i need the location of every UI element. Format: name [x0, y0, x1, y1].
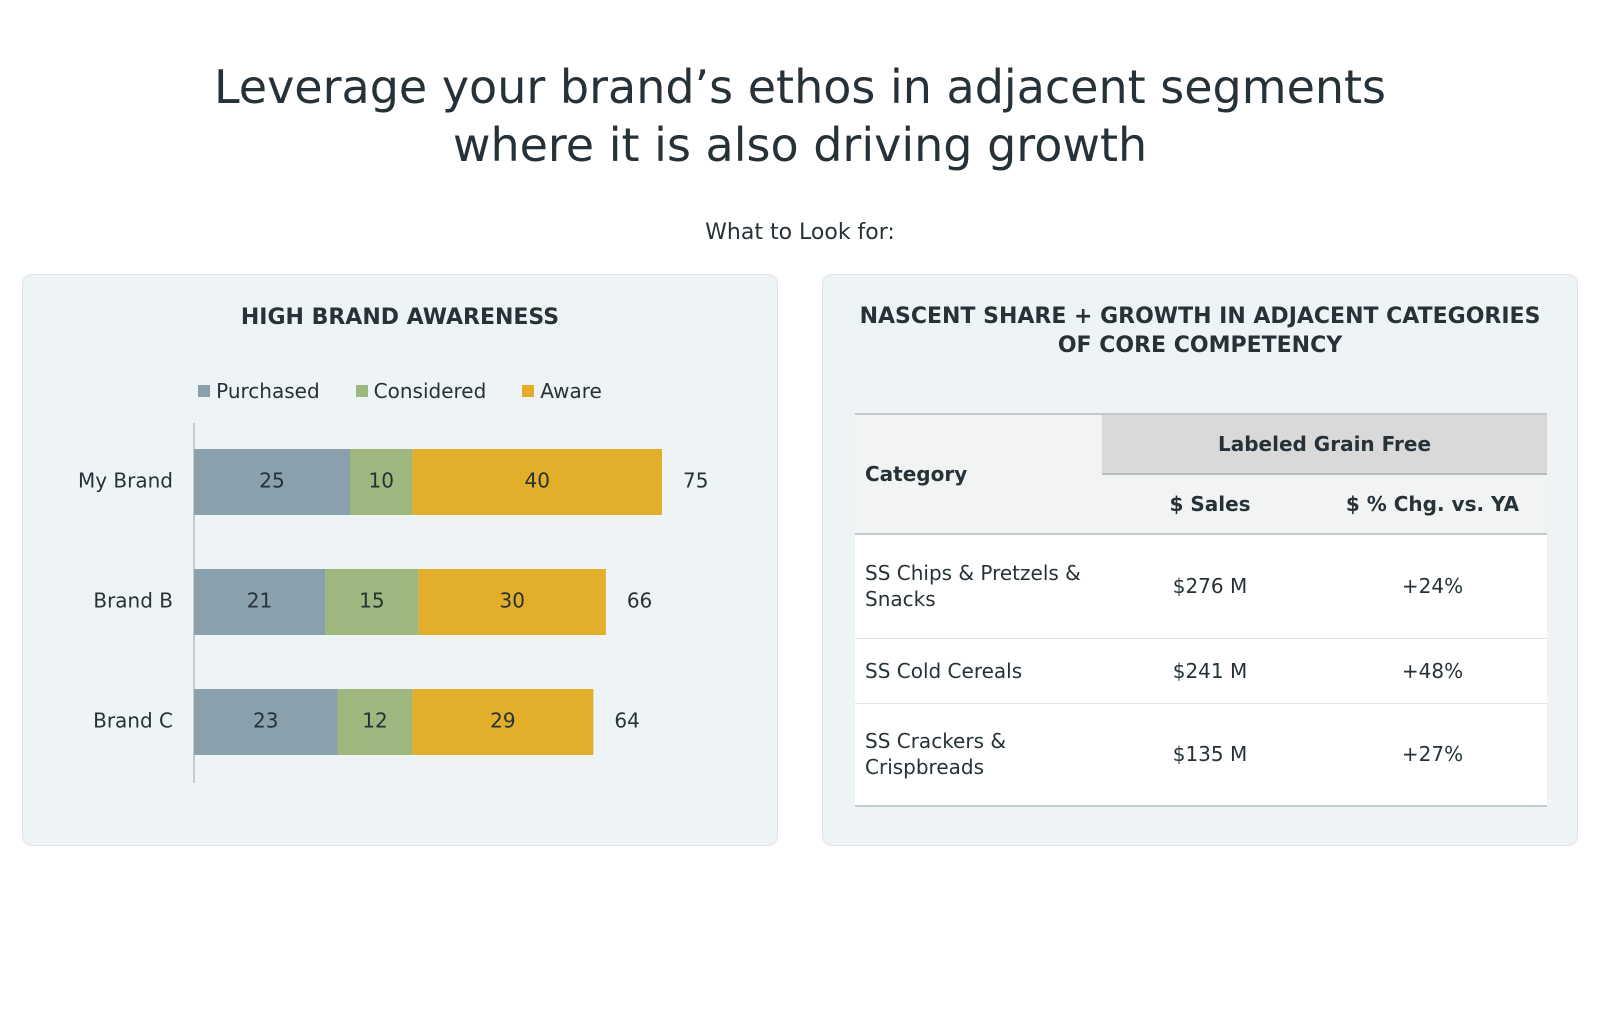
- subhead: What to Look for:: [705, 220, 895, 245]
- sales-cell: $276 M: [1102, 534, 1318, 639]
- change-cell: +48%: [1318, 638, 1547, 704]
- category-label: Brand B: [93, 589, 173, 613]
- category-cell: SS Crackers & Crispbreads: [855, 703, 1102, 807]
- sales-header: $ Sales: [1102, 474, 1318, 535]
- legend-label: Considered: [373, 379, 487, 403]
- bar-considered: [337, 689, 413, 755]
- category-header: Category: [855, 413, 1102, 535]
- bar-value-label: 21: [247, 589, 272, 613]
- brand-awareness-panel: HIGH BRAND AWARENESS Purchased Considered…: [22, 274, 778, 846]
- change-cell: +27%: [1318, 703, 1547, 807]
- legend-swatch: [198, 385, 211, 397]
- bar-value-label: 25: [259, 469, 284, 493]
- adjacent-categories-title-line-2: OF CORE COMPETENCY: [1057, 333, 1343, 358]
- bar-aware: [418, 569, 606, 635]
- bar-value-label: 29: [490, 709, 515, 733]
- headline-line-1: Leverage your brand’s ethos in adjacent …: [213, 60, 1387, 114]
- grain-free-table: Category Labeled Grain Free $ Sales $ % …: [855, 413, 1547, 807]
- sales-cell: $241 M: [1102, 638, 1318, 704]
- headline-line-2: where it is also driving growth: [452, 118, 1148, 172]
- table-row: SS Cold Cereals $241 M +48%: [855, 638, 1547, 704]
- bar-value-label: 12: [362, 709, 387, 733]
- legend-label: Aware: [540, 379, 602, 403]
- adjacent-categories-panel: NASCENT SHARE + GROWTH IN ADJACENT CATEG…: [822, 274, 1578, 846]
- table-row: SS Chips & Pretzels & Snacks $276 M +24%: [855, 534, 1547, 639]
- legend-label: Purchased: [216, 379, 320, 403]
- sales-cell: $135 M: [1102, 703, 1318, 807]
- bar-aware: [412, 449, 662, 515]
- chart-legend: Purchased Considered Aware: [23, 379, 777, 403]
- bar-considered: [325, 569, 419, 635]
- brand-awareness-chart: My Brand 25 10 40 75 Brand B 21 15 30 66 Brand C 23…: [78, 423, 708, 783]
- bar-value-label: 40: [524, 469, 549, 493]
- adjacent-categories-title: NASCENT SHARE + GROWTH IN ADJACENT CATEG…: [823, 302, 1577, 360]
- legend-swatch: [522, 385, 535, 397]
- bar-total-label: 64: [614, 709, 639, 733]
- legend-item-aware: Aware: [522, 379, 602, 403]
- brand-awareness-title: HIGH BRAND AWARENESS: [240, 305, 560, 330]
- bar-purchased: [194, 449, 350, 515]
- bar-purchased: [194, 569, 326, 635]
- bar-value-label: 30: [500, 589, 525, 613]
- category-cell: SS Chips & Pretzels & Snacks: [855, 534, 1102, 639]
- category-label: Brand C: [93, 709, 173, 733]
- adjacent-categories-title-line-1: NASCENT SHARE + GROWTH IN ADJACENT CATEG…: [859, 304, 1541, 329]
- group-header: Labeled Grain Free: [1102, 413, 1547, 475]
- category-label: My Brand: [78, 469, 173, 493]
- category-cell: SS Cold Cereals: [855, 638, 1102, 704]
- bar-total-label: 66: [627, 589, 652, 613]
- bar-aware: [412, 689, 594, 755]
- legend-item-considered: Considered: [355, 379, 487, 403]
- change-cell: +24%: [1318, 534, 1547, 639]
- change-header: $ % Chg. vs. YA: [1318, 474, 1547, 535]
- bar-value-label: 10: [368, 469, 393, 493]
- bar-total-label: 75: [683, 469, 708, 493]
- bar-purchased: [194, 689, 338, 755]
- bar-value-label: 23: [253, 709, 278, 733]
- table-row: SS Crackers & Crispbreads $135 M +27%: [855, 703, 1547, 807]
- legend-swatch: [355, 385, 368, 397]
- bar-considered: [350, 449, 413, 515]
- headline: Leverage your brand’s ethos in adjacent …: [0, 58, 1600, 174]
- legend-item-purchased: Purchased: [198, 379, 320, 403]
- bar-value-label: 15: [359, 589, 384, 613]
